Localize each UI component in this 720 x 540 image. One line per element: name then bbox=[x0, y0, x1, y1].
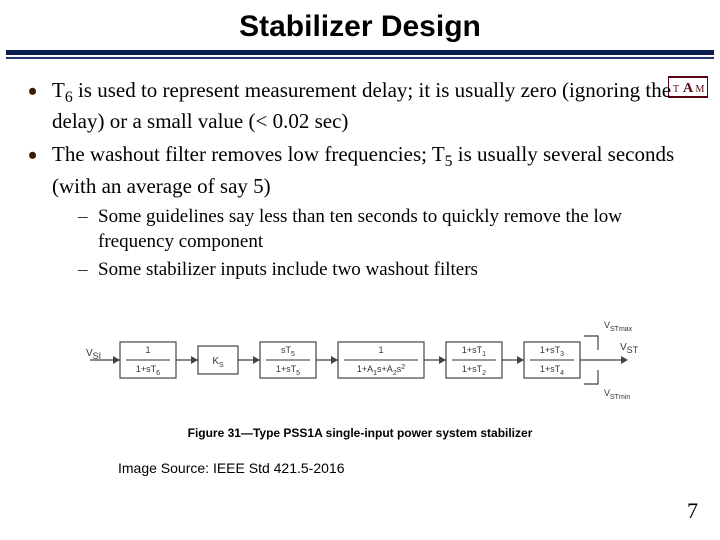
bullet-1-text-pre: T bbox=[52, 78, 65, 102]
svg-text:VSI: VSI bbox=[86, 348, 101, 361]
page-number: 7 bbox=[687, 498, 698, 524]
svg-text:VSTmax: VSTmax bbox=[604, 320, 633, 333]
svg-text:1: 1 bbox=[145, 345, 150, 355]
svg-text:VST: VST bbox=[620, 342, 639, 355]
image-credit: Image Source: IEEE Std 421.5-2016 bbox=[118, 460, 692, 478]
bullet-1-text-post: is used to represent measurement delay; … bbox=[52, 78, 671, 133]
dash-2: Some stabilizer inputs include two washo… bbox=[52, 258, 692, 282]
slide-title: Stabilizer Design bbox=[0, 10, 720, 44]
bullet-list: T6 is used to represent measurement dela… bbox=[28, 77, 692, 282]
bullet-1-sub: 6 bbox=[65, 89, 73, 106]
slide: Stabilizer Design A T M T6 is used to re… bbox=[0, 0, 720, 540]
svg-text:VSTmin: VSTmin bbox=[604, 388, 630, 401]
bullet-2-text-pre: The washout filter removes low frequenci… bbox=[52, 142, 445, 166]
bullet-1: T6 is used to represent measurement dela… bbox=[28, 77, 692, 135]
block-diagram: VSI 1 1+sT6 KS sT5 1+sT5 bbox=[80, 300, 640, 441]
content-area: T6 is used to represent measurement dela… bbox=[0, 59, 720, 478]
dash-1: Some guidelines say less than ten second… bbox=[52, 205, 692, 254]
bullet-2: The washout filter removes low frequenci… bbox=[28, 141, 692, 282]
dash-list: Some guidelines say less than ten second… bbox=[52, 205, 692, 282]
svg-text:M: M bbox=[696, 84, 705, 95]
rule-thick bbox=[6, 50, 714, 55]
bullet-2-sub: 5 bbox=[445, 153, 453, 170]
svg-text:1: 1 bbox=[378, 345, 383, 355]
title-wrap: Stabilizer Design bbox=[0, 0, 720, 44]
figure-caption: Figure 31—Type PSS1A single-input power … bbox=[80, 426, 640, 441]
